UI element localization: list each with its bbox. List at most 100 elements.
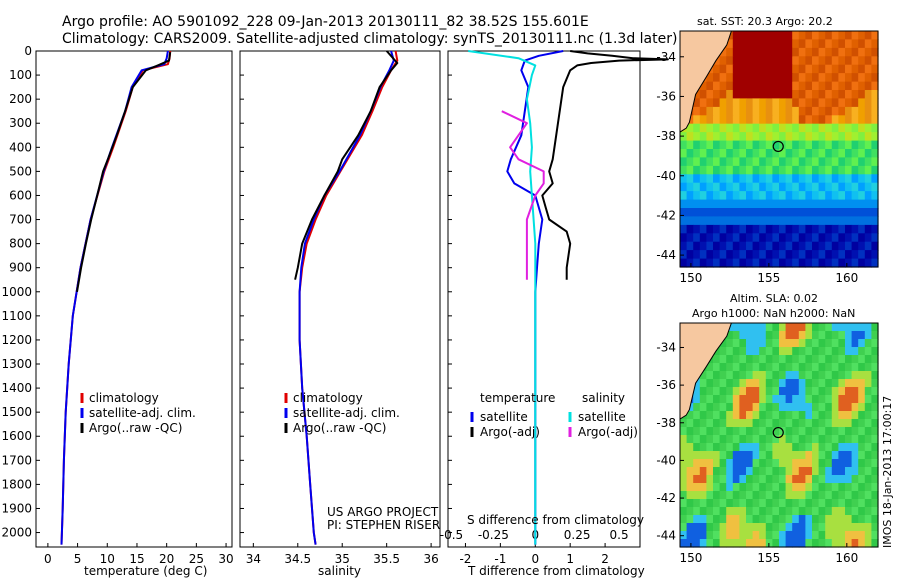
heatmap-cell: [851, 81, 859, 91]
heatmap-cell: [831, 355, 839, 364]
heatmap-cell: [752, 371, 760, 380]
heatmap-cell: [805, 165, 813, 175]
heatmap-cell: [765, 499, 773, 508]
heatmap-cell: [864, 387, 872, 396]
heatmap-cell: [825, 250, 833, 260]
heatmap-cell: [699, 106, 707, 116]
heatmap-cell: [739, 258, 747, 268]
heatmap-cell: [752, 73, 760, 83]
heatmap-cell: [818, 403, 826, 412]
heatmap-cell: [739, 331, 747, 340]
heatmap-cell: [838, 31, 846, 40]
heatmap-cell: [713, 199, 721, 209]
heatmap-cell: [693, 191, 701, 201]
heatmap-cell: [699, 157, 707, 167]
heatmap-cell: [772, 379, 780, 388]
heatmap-cell: [779, 355, 787, 364]
heatmap-cell: [746, 507, 754, 516]
heatmap-cell: [845, 90, 853, 99]
heatmap-cell: [864, 39, 872, 49]
heatmap-cell: [858, 483, 866, 492]
heatmap-cell: [686, 435, 694, 444]
heatmap-cell: [825, 491, 833, 500]
heatmap-cell: [785, 31, 793, 40]
heatmap-cell: [838, 157, 846, 167]
heatmap-cell: [864, 339, 872, 348]
heatmap-cell: [779, 157, 787, 167]
heatmap-cell: [746, 523, 754, 532]
heatmap-cell: [739, 81, 747, 91]
heatmap-cell: [772, 140, 780, 150]
heatmap-cell: [798, 241, 806, 251]
heatmap-cell: [831, 339, 839, 348]
heatmap-cell: [719, 157, 727, 167]
heatmap-cell: [845, 191, 853, 201]
heatmap-cell: [818, 174, 826, 184]
heatmap-cell: [746, 499, 754, 508]
heatmap-cell: [765, 182, 773, 192]
heatmap-cell: [831, 507, 839, 516]
heatmap-cell: [732, 157, 740, 167]
heatmap-cell: [693, 491, 701, 500]
heatmap-cell: [772, 507, 780, 516]
argo-position-marker: [772, 140, 784, 153]
temperature-xlabel: temperature (deg C): [84, 564, 207, 578]
heatmap-cell: [726, 56, 734, 66]
heatmap-cell: [864, 347, 872, 356]
heatmap-cell: [699, 427, 707, 436]
heatmap-cell: [805, 56, 813, 66]
heatmap-cell: [864, 467, 872, 476]
heatmap-cell: [805, 224, 813, 234]
heatmap-cell: [818, 106, 826, 116]
heatmap-cell: [831, 371, 839, 380]
x-tick-label: 5: [74, 552, 82, 566]
heatmap-cell: [779, 165, 787, 175]
heatmap-cell: [845, 499, 853, 508]
heatmap-cell: [779, 403, 787, 412]
legend-label: Argo(..raw -QC): [89, 421, 182, 435]
heatmap-cell: [831, 515, 839, 524]
heatmap-cell: [785, 123, 793, 133]
heatmap-cell: [765, 157, 773, 167]
heatmap-cell: [759, 73, 767, 83]
heatmap-cell: [831, 73, 839, 83]
heatmap-cell: [845, 123, 853, 133]
heatmap-cell: [812, 491, 820, 500]
heatmap-cell: [864, 411, 872, 420]
heatmap-cell: [713, 539, 721, 548]
heatmap-cell: [825, 363, 833, 372]
heatmap-cell: [726, 199, 734, 209]
heatmap-cell: [732, 174, 740, 184]
heatmap-cell: [858, 233, 866, 243]
heatmap-cell: [706, 241, 714, 251]
heatmap-cell: [792, 427, 800, 436]
heatmap-cell: [706, 459, 714, 468]
heatmap-cell: [693, 199, 701, 209]
heatmap-cell: [746, 427, 754, 436]
heatmap-cell: [759, 81, 767, 91]
heatmap-cell: [858, 395, 866, 404]
heatmap-cell: [785, 81, 793, 91]
y-tick-label: -36: [656, 89, 676, 103]
heatmap-cell: [825, 233, 833, 243]
heatmap-cell: [785, 64, 793, 74]
heatmap-cell: [680, 233, 688, 243]
heatmap-cell: [785, 339, 793, 348]
x-tick-label: 0: [531, 552, 539, 566]
heatmap-cell: [812, 371, 820, 380]
heatmap-cell: [825, 90, 833, 99]
heatmap-cell: [759, 233, 767, 243]
heatmap-cell: [779, 132, 787, 142]
heatmap-cell: [805, 149, 813, 158]
temperature-panel: 0100200300400500600700800900100011001200…: [1, 44, 233, 566]
heatmap-cell: [851, 539, 859, 548]
heatmap-cell: [726, 347, 734, 356]
heatmap-cell: [845, 132, 853, 142]
heatmap-cell: [680, 419, 688, 428]
heatmap-cell: [779, 363, 787, 372]
heatmap-cell: [713, 182, 721, 192]
heatmap-cell: [746, 250, 754, 260]
y-tick-label: 2000: [1, 526, 32, 540]
heatmap-cell: [785, 531, 793, 540]
heatmap-cell: [792, 39, 800, 49]
